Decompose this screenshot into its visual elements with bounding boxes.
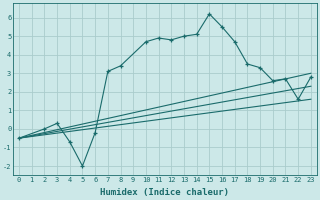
X-axis label: Humidex (Indice chaleur): Humidex (Indice chaleur) bbox=[100, 188, 229, 197]
